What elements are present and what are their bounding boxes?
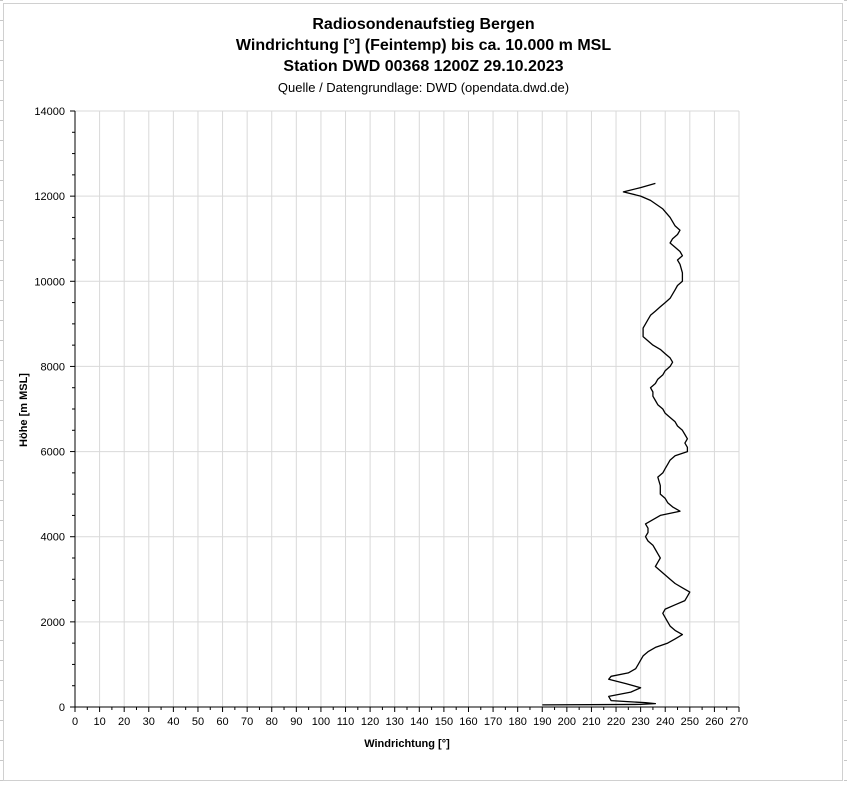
- y-tick-label: 14000: [34, 106, 65, 118]
- y-tick-label: 4000: [41, 532, 65, 544]
- x-tick-label: 110: [337, 716, 355, 728]
- series-layer: [542, 182, 691, 706]
- x-axis-label: Windrichtung [°]: [364, 738, 450, 750]
- x-tick-label: 190: [533, 716, 551, 728]
- y-tick-label: 8000: [41, 361, 65, 373]
- x-tick-label: 200: [558, 716, 576, 728]
- x-tick-labels: 0 10 20 30 40 50 60 70 80 90 100 110 120 130 140 150 160…: [72, 716, 748, 728]
- axes: [70, 110, 740, 712]
- y-tick-label: 0: [59, 702, 65, 714]
- x-tick-label: 250: [681, 716, 699, 728]
- y-tick-label: 6000: [41, 447, 65, 459]
- x-tick-label: 60: [216, 716, 228, 728]
- x-tick-label: 90: [290, 716, 302, 728]
- chart-title: Radiosondenaufstieg Bergen: [312, 16, 535, 33]
- y-tick-labels: 0 2000 4000 6000 8000 10000 12000 14000: [34, 106, 65, 714]
- x-tick-label: 20: [118, 716, 130, 728]
- chart-source: Quelle / Datengrundlage: DWD (opendata.d…: [277, 80, 570, 95]
- y-tick-label: 10000: [34, 276, 65, 288]
- x-tick-label: 100: [312, 716, 330, 728]
- chart-subtitle-1: Windrichtung [°] (Feintemp) bis ca. 10.0…: [235, 37, 612, 54]
- x-tick-label: 40: [167, 716, 179, 728]
- gridlines: [75, 110, 740, 707]
- x-tick-label: 210: [582, 716, 600, 728]
- x-tick-label: 230: [631, 716, 649, 728]
- x-tick-label: 80: [266, 716, 278, 728]
- x-tick-label: 260: [705, 716, 723, 728]
- x-tick-label: 150: [435, 716, 453, 728]
- y-tick-label: 12000: [34, 191, 65, 203]
- x-tick-label: 10: [93, 716, 105, 728]
- x-tick-label: 270: [730, 716, 748, 728]
- x-tick-label: 50: [192, 716, 204, 728]
- chart-subtitle-2: Station DWD 00368 1200Z 29.10.2023: [283, 58, 564, 75]
- left-edge-gridlines: [0, 0, 3, 785]
- y-axis-label: Höhe [m MSL]: [18, 373, 30, 447]
- x-tick-label: 30: [143, 716, 155, 728]
- x-tick-label: 0: [72, 716, 78, 728]
- x-tick-label: 220: [607, 716, 625, 728]
- chart-titles: Radiosondenaufstieg Bergen Windrichtung …: [0, 14, 847, 98]
- right-edge-gridlines: [844, 0, 847, 785]
- x-tick-label: 160: [459, 716, 477, 728]
- chart-frame: [3, 3, 843, 781]
- x-tick-label: 70: [241, 716, 253, 728]
- x-tick-label: 240: [656, 716, 674, 728]
- x-tick-label: 130: [386, 716, 404, 728]
- wind-direction-line: [542, 182, 691, 706]
- x-tick-label: 140: [410, 716, 428, 728]
- x-tick-label: 170: [484, 716, 502, 728]
- x-tick-label: 180: [508, 716, 526, 728]
- y-tick-label: 2000: [41, 617, 65, 629]
- x-tick-label: 120: [361, 716, 379, 728]
